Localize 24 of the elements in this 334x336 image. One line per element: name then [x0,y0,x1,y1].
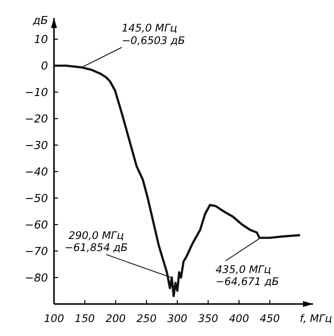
y-axis-title: дБ [32,14,48,27]
x-axis-title: f, МГц [300,313,332,325]
y-tick-label: −30 [24,138,48,152]
x-tick-label: 150 [74,313,96,325]
x-tick-label: 200 [106,313,126,325]
x-tick-label: 350 [198,313,219,325]
y-tick-label: 10 [34,33,48,46]
y-tick-label: 0 [41,60,48,73]
annotation: 290,0 МГц −61,854 дБ [64,230,128,254]
annotation: 145,0 МГц −0,6503 дБ [122,22,186,47]
x-tick-label: 100 [44,313,64,325]
y-tick-label: −70 [24,244,48,258]
y-tick-label: −20 [24,112,48,126]
x-tick-label: 450 [260,313,280,325]
y-tick-label: −10 [24,86,48,99]
x-tick-label: 300 [167,313,188,325]
x-tick-label: 400 [228,313,250,325]
y-tick-label: −40 [24,165,48,178]
y-tick-label: −80 [24,271,48,284]
y-tick-label: −60 [24,218,48,232]
x-tick-label: 250 [136,313,157,325]
line-series [52,64,302,298]
annotation: 435,0 МГц −64,671 дБ [216,264,279,288]
y-tick-label: −50 [24,192,48,205]
